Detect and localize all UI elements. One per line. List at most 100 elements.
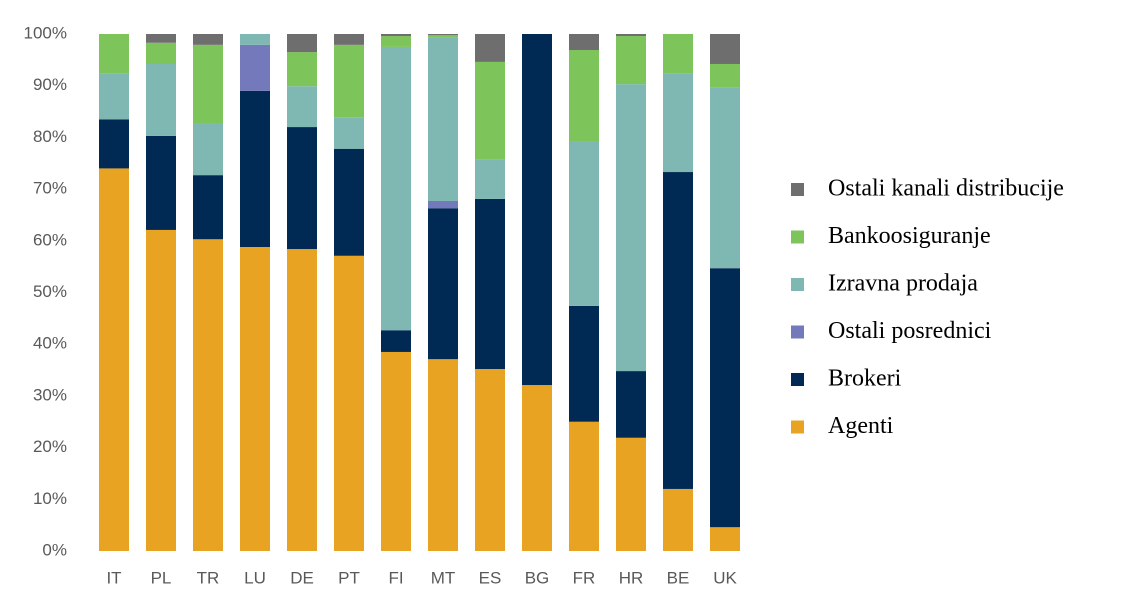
legend-swatch	[791, 183, 804, 196]
y-tick-label: 30%	[33, 385, 67, 404]
bar-segment	[569, 34, 599, 51]
y-tick-label: 90%	[33, 75, 67, 94]
bar-segment	[193, 239, 223, 551]
legend-label: Izravna prodaja	[828, 271, 978, 297]
bar-segment	[146, 34, 176, 43]
bar-segment	[287, 52, 317, 87]
bar-segment	[146, 229, 176, 551]
bar-segment	[99, 73, 129, 120]
bar-segment	[428, 37, 458, 201]
bar-segment	[663, 488, 693, 551]
bar-segment	[428, 208, 458, 360]
x-tick-label: MT	[431, 568, 456, 587]
bar-segment	[475, 159, 505, 199]
legend-label: Brokeri	[828, 366, 902, 392]
y-tick-label: 20%	[33, 437, 67, 456]
x-tick-label: FR	[573, 568, 596, 587]
bar-segment	[710, 63, 740, 88]
x-tick-label: LU	[244, 568, 266, 587]
legend-swatch	[791, 325, 804, 339]
bar-segment	[428, 200, 458, 209]
bar-segment	[475, 61, 505, 160]
bar-segment	[663, 73, 693, 173]
bar-segment	[240, 34, 270, 45]
bar-segment	[663, 172, 693, 489]
y-tick-label: 80%	[33, 127, 67, 146]
bar-segment	[616, 34, 646, 37]
bar-segment	[381, 36, 411, 47]
bar-segment	[99, 119, 129, 169]
bar-segment	[334, 117, 364, 149]
x-tick-label: PL	[151, 568, 172, 587]
bar-segment	[475, 34, 505, 62]
legend-label: Bankoosiguranje	[828, 223, 991, 249]
bar-segment	[287, 34, 317, 53]
bar-segment	[193, 123, 223, 176]
bar-segment	[381, 46, 411, 331]
bar-segment	[569, 305, 599, 422]
bar-segment	[663, 34, 693, 74]
legend-swatch	[791, 230, 804, 244]
y-tick-label: 60%	[33, 230, 67, 249]
bar-segment	[710, 527, 740, 551]
x-tick-label: HR	[619, 568, 644, 587]
legend-swatch	[791, 420, 804, 434]
bar-segment	[334, 44, 364, 118]
bar-segment	[522, 385, 552, 551]
bar-segment	[146, 63, 176, 136]
y-tick-label: 40%	[33, 334, 67, 353]
bar-segment	[287, 86, 317, 128]
bar-segment	[99, 168, 129, 552]
bar-segment	[428, 34, 458, 36]
bar-segment	[193, 44, 223, 124]
legend-label: Ostali kanali distribucije	[828, 176, 1064, 202]
x-tick-label: FI	[388, 568, 403, 587]
x-tick-label: UK	[713, 568, 737, 587]
bar-segment	[240, 44, 270, 91]
legend-label: Ostali posrednici	[828, 318, 992, 344]
bar-segment	[240, 90, 270, 248]
bar-segment	[616, 36, 646, 85]
x-tick-label: IT	[106, 568, 121, 587]
legend-swatch	[791, 373, 804, 386]
bar-segment	[569, 421, 599, 551]
bar-segment	[428, 359, 458, 551]
legend-label: Agenti	[828, 413, 894, 439]
bar-segment	[569, 50, 599, 142]
legend-swatch	[791, 278, 804, 291]
bar-segment	[193, 175, 223, 240]
bar-segment	[146, 135, 176, 230]
bar-segment	[381, 351, 411, 551]
bar-segment	[522, 34, 552, 386]
bar-segment	[381, 34, 411, 37]
bar-segment	[287, 127, 317, 250]
y-tick-label: 10%	[33, 489, 67, 508]
y-tick-label: 100%	[24, 23, 67, 42]
bar-segment	[616, 437, 646, 551]
y-tick-label: 70%	[33, 179, 67, 198]
bar-segment	[616, 371, 646, 438]
bar-segment	[569, 141, 599, 306]
x-tick-label: ES	[479, 568, 502, 587]
bar-segment	[99, 34, 129, 74]
x-tick-label: BG	[525, 568, 550, 587]
bar-segment	[334, 255, 364, 551]
bar-segment	[381, 330, 411, 352]
bar-segment	[710, 87, 740, 269]
x-tick-label: DE	[290, 568, 314, 587]
bar-segment	[146, 42, 176, 64]
bar-segment	[193, 34, 223, 45]
x-tick-label: PT	[338, 568, 360, 587]
bar-segment	[475, 369, 505, 551]
bar-segment	[287, 249, 317, 551]
bar-segment	[334, 34, 364, 45]
bar-segment	[240, 247, 270, 551]
bar-segment	[475, 198, 505, 370]
x-tick-label: TR	[197, 568, 220, 587]
bar-segment	[710, 34, 740, 64]
y-tick-label: 0%	[42, 540, 67, 559]
bar-segment	[334, 148, 364, 256]
x-tick-label: BE	[667, 568, 690, 587]
bar-segment	[710, 268, 740, 528]
